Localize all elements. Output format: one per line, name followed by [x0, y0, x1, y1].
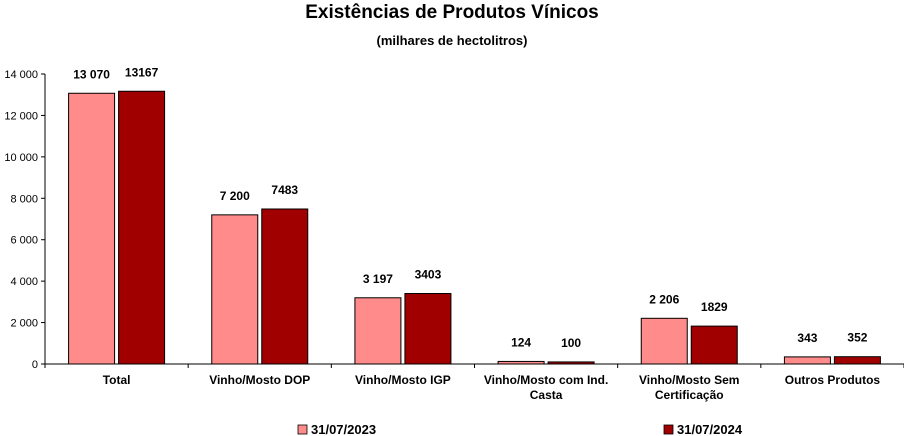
bar — [118, 90, 166, 365]
data-label: 3 197 — [363, 272, 393, 286]
data-label: 352 — [847, 331, 867, 345]
bar — [354, 297, 402, 365]
y-tick-label: 14 000 — [4, 69, 38, 81]
legend-label: 31/07/2023 — [311, 422, 376, 436]
bar — [547, 361, 595, 365]
y-tick-label: 10 000 — [4, 152, 38, 164]
data-label: 13167 — [125, 65, 159, 79]
category-labels: Total Vinho/Mosto DOP Vinho/Mosto IGP Vinho… — [103, 373, 881, 402]
data-label: 124 — [511, 335, 531, 349]
data-label: 1829 — [701, 300, 728, 314]
data-label: 13 070 — [73, 67, 110, 81]
data-label: 100 — [561, 336, 581, 350]
category-label: Vinho/Mosto DOP — [209, 373, 310, 387]
bar — [211, 214, 259, 365]
legend: 31/07/2023 31/07/2024 — [297, 422, 743, 436]
y-tick-label: 2 000 — [10, 318, 38, 330]
data-labels: 13 070 13167 7 200 7483 3 197 3403 124 100 2 206… — [73, 65, 868, 350]
y-tick-label: 0 — [32, 359, 38, 371]
y-tick-label: 4 000 — [10, 276, 38, 288]
category-label: Casta — [530, 388, 563, 402]
bar — [690, 325, 738, 365]
category-label: Vinho/Mosto com Ind. — [484, 373, 608, 387]
category-label: Outros Produtos — [785, 373, 881, 387]
bar — [261, 208, 309, 365]
axes: 0 2 000 4 000 6 000 8 000 10 000 12 000 14 000 — [4, 69, 904, 371]
chart-subtitle: (milhares de hectolitros) — [377, 33, 528, 48]
legend-swatch — [297, 424, 308, 435]
bar — [404, 293, 452, 365]
y-tick-label: 12 000 — [4, 110, 38, 122]
data-label: 343 — [797, 331, 817, 345]
bar — [783, 356, 831, 365]
y-tick-label: 8 000 — [10, 193, 38, 205]
legend-label: 31/07/2024 — [677, 422, 743, 436]
bars — [68, 90, 881, 365]
category-label: Vinho/Mosto IGP — [355, 373, 451, 387]
category-label: Total — [103, 373, 131, 387]
category-label: Vinho/Mosto Sem — [639, 373, 739, 387]
category-label: Certificação — [655, 388, 724, 402]
data-label: 7 200 — [220, 189, 250, 203]
data-label: 3403 — [415, 268, 442, 282]
bar — [68, 92, 116, 365]
bar — [497, 360, 545, 365]
chart-title: Existências de Produtos Vínicos — [305, 2, 599, 23]
legend-swatch — [663, 424, 674, 435]
data-label: 2 206 — [649, 292, 679, 306]
y-tick-label: 6 000 — [10, 235, 38, 247]
bar — [640, 317, 688, 365]
bar — [833, 356, 881, 365]
data-label: 7483 — [271, 183, 298, 197]
